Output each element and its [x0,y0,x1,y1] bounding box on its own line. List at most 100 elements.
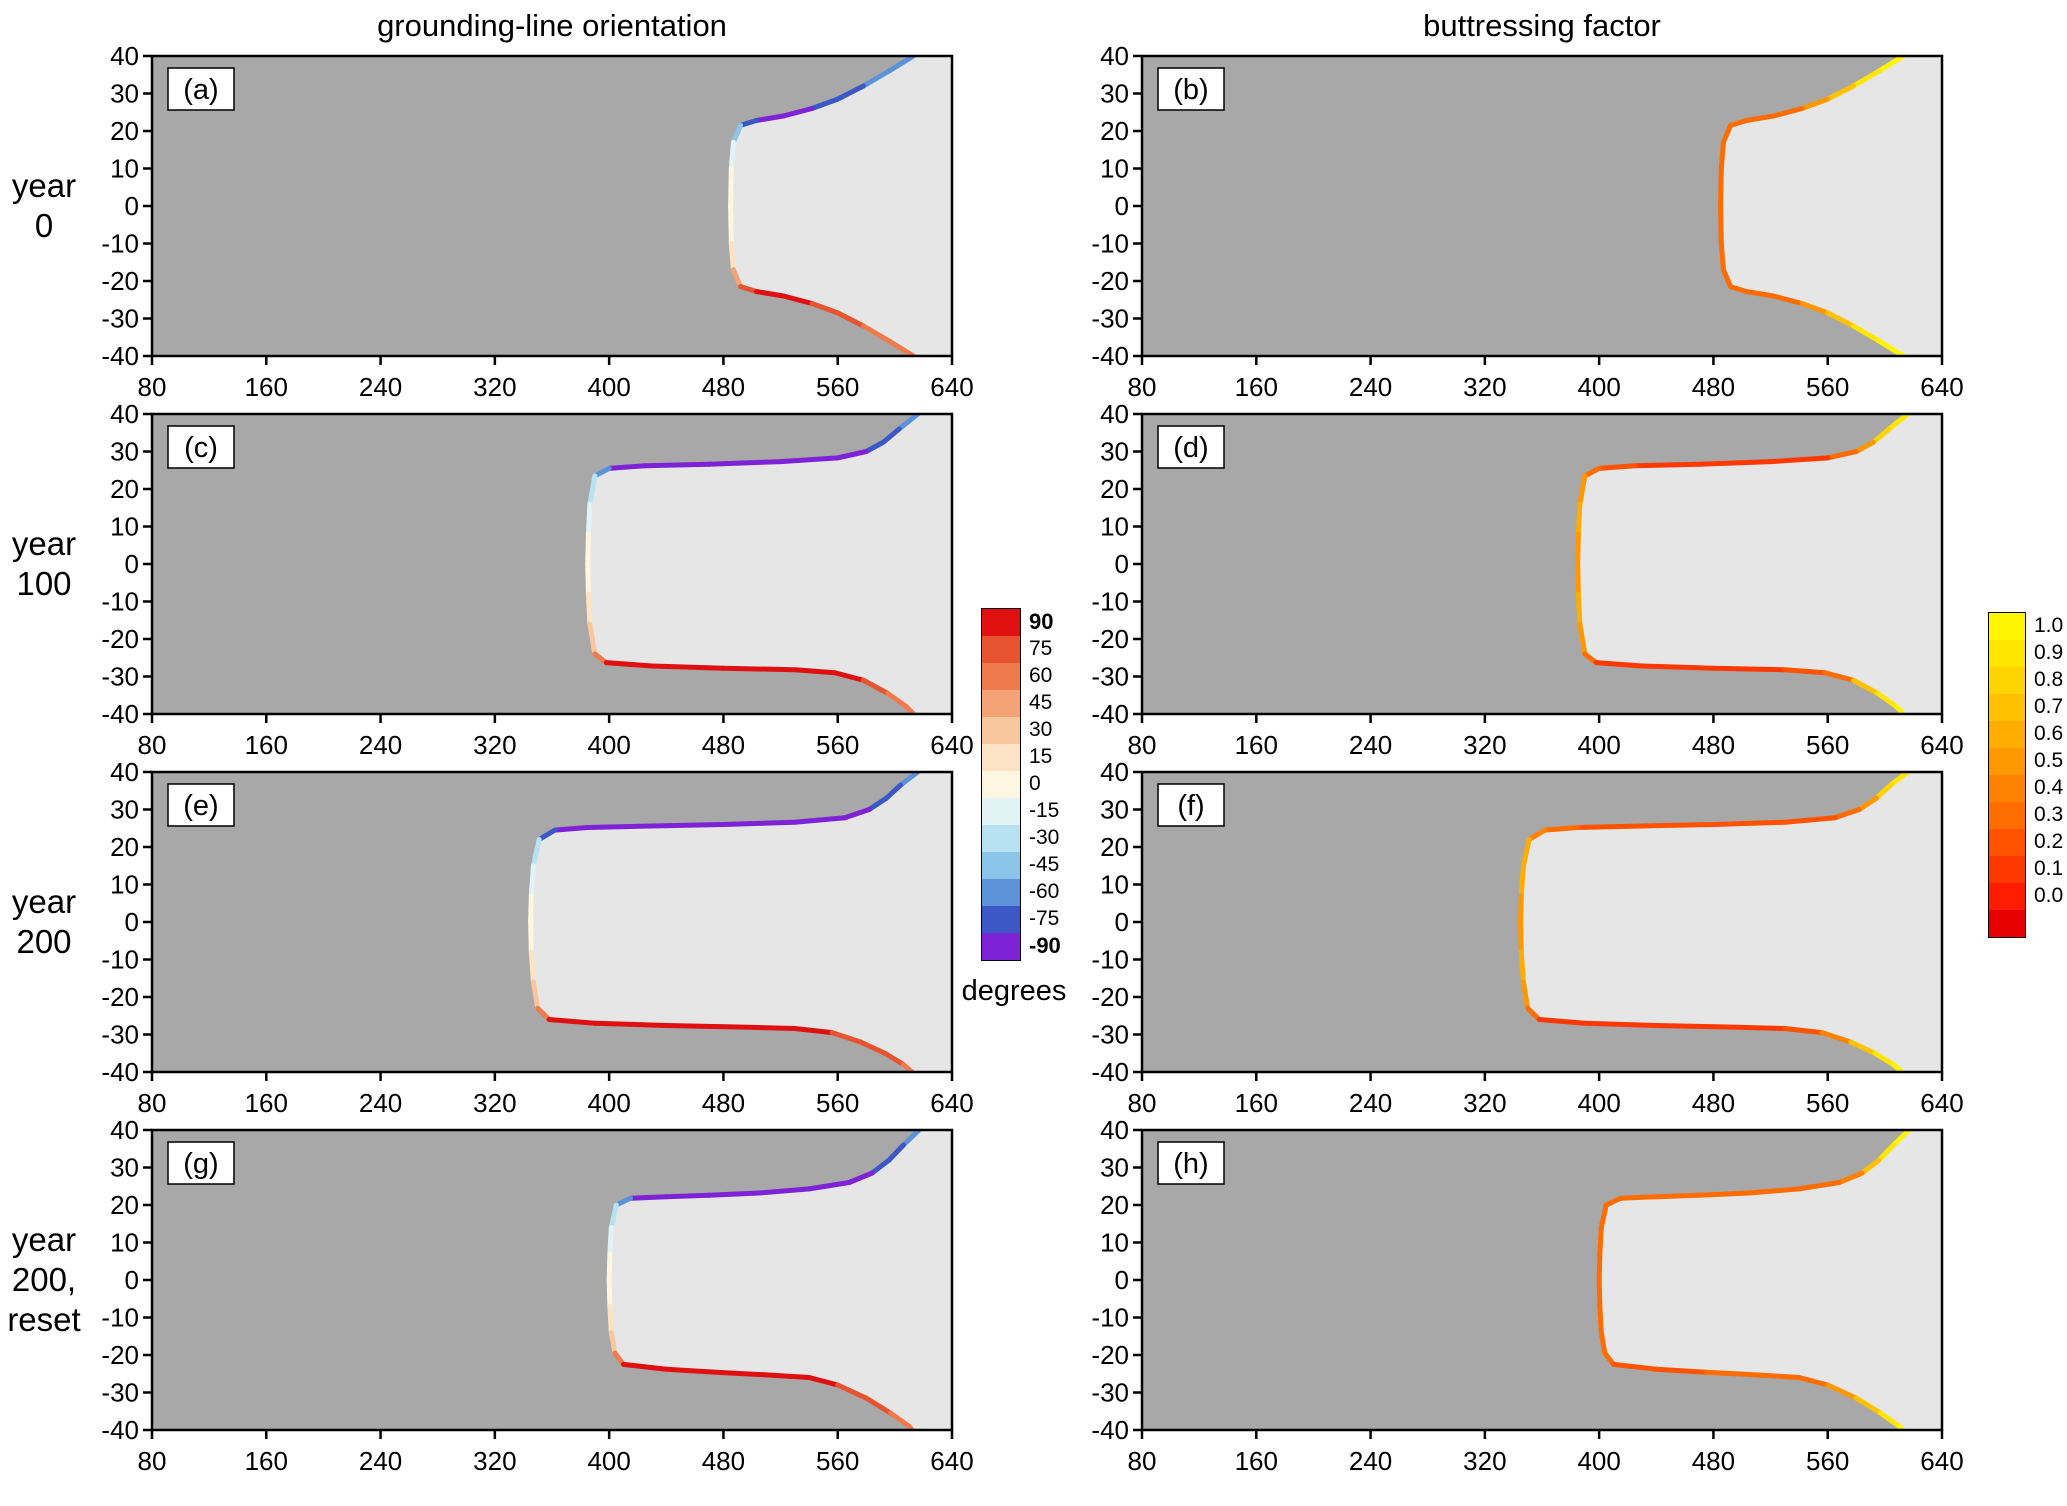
grounding-line-segment [1575,823,1645,830]
grounding-line-segment [1886,414,1911,432]
y-tick-label: 0 [125,1265,139,1295]
grounding-line-segment [835,1382,869,1401]
grounding-line-segment [1575,531,1581,567]
grounding-line-segment [1825,310,1856,329]
y-tick-label: 20 [110,474,139,504]
grounding-line-segment [536,827,558,842]
grounding-line-segment [753,113,786,123]
colorbar-cell [982,636,1020,663]
grounding-line [1575,414,1911,714]
grounding-line-segment [1753,1372,1802,1380]
floating-shelf-region [1577,414,1942,714]
grounding-line-segment [896,414,921,432]
grounding-line-segment [1710,819,1788,827]
grounding-line-segment [1782,667,1828,676]
grounding-line-segment [1596,1251,1603,1283]
y-tick-label: 20 [110,116,139,146]
x-tick-label: 640 [930,1088,973,1118]
grounding-line-segment [720,665,798,673]
y-tick-label: 40 [1100,399,1129,429]
row-label-line: year [11,525,77,562]
grounding-line-segment [608,1330,618,1356]
floating-shelf-region [530,772,952,1072]
y-tick-label: 30 [1100,795,1129,825]
row-label-line: 0 [34,207,54,244]
x-tick-label: 560 [1806,372,1849,402]
grounding-line-segment [528,893,534,925]
y-tick-label: -30 [1091,1020,1129,1050]
colorbar-tick-label: -60 [1029,879,1060,903]
x-tick-label: 480 [1692,372,1735,402]
grounding-line-segment [706,1190,762,1198]
grounding-line-segment [663,1023,741,1030]
y-tick-label: 10 [1100,870,1129,900]
row-label-3: year 200, reset [0,1220,88,1340]
grounding-line-segment [1710,665,1788,673]
grounding-line-segment [763,1372,812,1380]
grounding-line-segment [1518,949,1526,985]
grounding-line-segment [1876,56,1906,74]
grounding-line-segment [628,1194,669,1201]
colorbar-tick-label: 0.3 [2034,802,2064,826]
y-tick-label: -10 [1091,945,1129,975]
colorbar-bar [981,608,1021,961]
panel-d: 80 160 240 320 400 480 560 640 40 30 20 10 0 -10 -20 -3… [1091,399,1963,760]
grounding-line-segment [728,139,736,171]
grounding-line-segment [1653,1366,1709,1375]
x-tick-label: 400 [1577,372,1620,402]
grounding-line-segment [1796,1375,1831,1388]
grounding-line-segment [585,561,591,597]
colorbar-cell [1989,802,2025,829]
grounding-line-segment [1825,449,1859,461]
y-tick-label: -30 [101,1378,139,1408]
grounding-line-segment [1770,106,1805,119]
grounding-line-segment [835,310,866,329]
colorbar-cell [982,906,1020,933]
panel-label-box [167,425,235,469]
grounding-line-segment [883,782,904,801]
grounding-line-segment [1870,426,1892,445]
grounding-line-segment [606,1251,613,1283]
y-tick-label: 30 [110,795,139,825]
colorbar-tick-label: 0.9 [2034,640,2064,664]
y-tick-label: 0 [1115,549,1129,579]
grounding-line-segment [778,455,841,465]
y-tick-label: -30 [1091,1378,1129,1408]
x-tick-label: 640 [930,372,973,402]
y-tick-label: -40 [1091,1057,1129,1087]
y-tick-label: 40 [110,41,139,71]
y-tick-label: 40 [110,399,139,429]
grounding-line-segment [1575,591,1583,627]
panel-border [1140,412,1944,716]
grounding-line-segment [846,1170,875,1185]
y-tick-label: 20 [110,1190,139,1220]
colorbar-tick-label: 0.6 [2034,721,2064,745]
grounding-line-segment [1720,122,1734,145]
colorbar-tick-label: 15 [1029,744,1053,768]
y-tick-label: -30 [101,662,139,692]
y-tick-label: -10 [101,1303,139,1333]
colorbar-cell [982,798,1020,825]
colorbar-cell [1989,829,2025,856]
x-tick-label: 320 [1463,1446,1506,1476]
y-tick-label: -10 [101,945,139,975]
x-tick-label: 240 [1349,372,1392,402]
x-tick-label: 640 [1920,1446,1963,1476]
grounding-line-segment [585,591,593,627]
colorbar-tick-label: 45 [1029,690,1053,714]
colorbar-cell [1989,856,2025,883]
panel-border [150,770,954,1074]
grounding-line-segment [552,825,591,833]
x-tick-label: 240 [1349,730,1392,760]
y-tick-label: -10 [101,229,139,259]
colorbar-bar [1988,612,2026,938]
grounding-line-segment [738,284,759,294]
grounding-line-segment [1696,459,1774,467]
grounding-line-segment [1728,284,1749,294]
colorbar-cell [1989,667,2025,694]
grounding-line-segment [730,267,744,290]
grounding-line-segment [1525,1005,1542,1022]
grounding-line-segment [1876,1142,1896,1163]
panel-label: (f) [1177,790,1204,822]
grounding-line-segment [809,96,841,111]
